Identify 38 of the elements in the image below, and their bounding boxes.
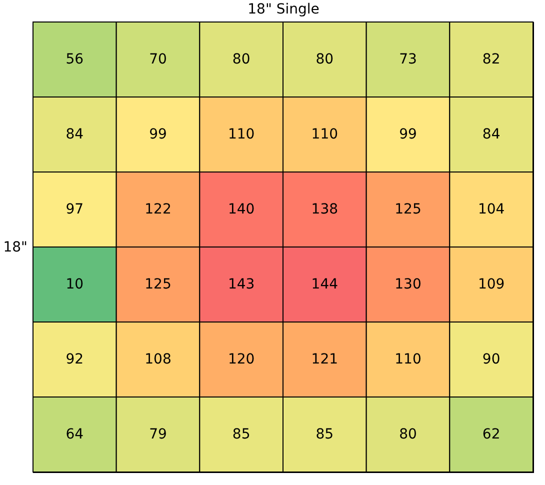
data-label: 64 (66, 426, 84, 442)
data-label: 70 (149, 52, 167, 68)
data-label: 80 (399, 426, 417, 442)
data-label: 130 (394, 276, 422, 292)
data-label: 143 (228, 276, 255, 292)
data-label: 104 (478, 202, 505, 218)
data-label: 99 (149, 126, 167, 142)
data-label: 84 (66, 126, 84, 142)
data-label: 120 (228, 352, 255, 368)
data-label: 99 (399, 126, 417, 142)
data-label: 110 (311, 126, 338, 142)
data-label: 80 (316, 52, 334, 68)
data-label: 110 (228, 126, 255, 142)
data-label: 92 (66, 352, 84, 368)
data-label: 108 (144, 352, 172, 368)
data-label: 10 (66, 276, 84, 292)
data-label: 85 (232, 426, 250, 442)
data-label: 84 (482, 126, 500, 142)
data-label: 140 (228, 202, 255, 218)
data-label: 110 (394, 352, 422, 368)
data-label: 56 (66, 52, 84, 68)
data-label: 125 (394, 202, 422, 218)
data-label: 138 (311, 202, 338, 218)
data-label: 97 (66, 202, 84, 218)
data-label: 82 (482, 52, 500, 68)
chart-title: 18" Single (248, 2, 320, 18)
data-label: 144 (311, 276, 338, 292)
data-label: 121 (311, 352, 338, 368)
data-label: 73 (399, 52, 417, 68)
data-label: 85 (316, 426, 334, 442)
data-label: 90 (482, 352, 500, 368)
y-axis-title: 18" (3, 240, 28, 256)
data-label: 122 (144, 202, 172, 218)
data-label: 62 (482, 426, 500, 442)
data-label: 80 (232, 52, 250, 68)
data-label: 79 (149, 426, 167, 442)
data-label: 125 (144, 276, 172, 292)
data-label: 109 (478, 276, 505, 292)
